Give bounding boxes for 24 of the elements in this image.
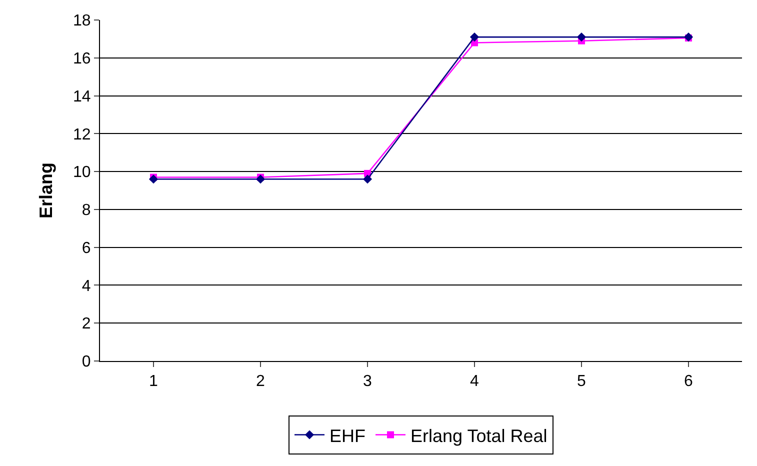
y-tick-label: 16	[73, 50, 91, 68]
point	[148, 174, 158, 184]
y-tick-label: 10	[73, 164, 91, 182]
point	[362, 174, 372, 184]
legend-label: EHF	[330, 426, 366, 446]
x-tick-label: 5	[577, 373, 586, 390]
y-tick-label: 14	[73, 88, 91, 106]
point	[470, 32, 480, 42]
y-tick-label: 12	[73, 126, 91, 144]
x-tick-label: 2	[256, 373, 266, 390]
y-tick-label: 18	[73, 12, 91, 30]
y-axis-title: Erlang	[36, 162, 56, 219]
x-tick-label: 4	[470, 373, 480, 390]
point	[576, 32, 586, 42]
y-tick-label: 2	[82, 316, 91, 333]
y-tick-label: 0	[82, 354, 91, 371]
y-tick-label: 6	[82, 240, 91, 257]
legend-label: Erlang Total Real	[410, 426, 548, 446]
y-tick-label: 8	[82, 202, 91, 220]
x-tick-label: 6	[684, 373, 694, 390]
y-tick-label: 4	[82, 278, 91, 295]
point	[256, 174, 266, 184]
x-tick-label: 3	[363, 373, 372, 390]
x-tick-label: 1	[149, 373, 158, 390]
